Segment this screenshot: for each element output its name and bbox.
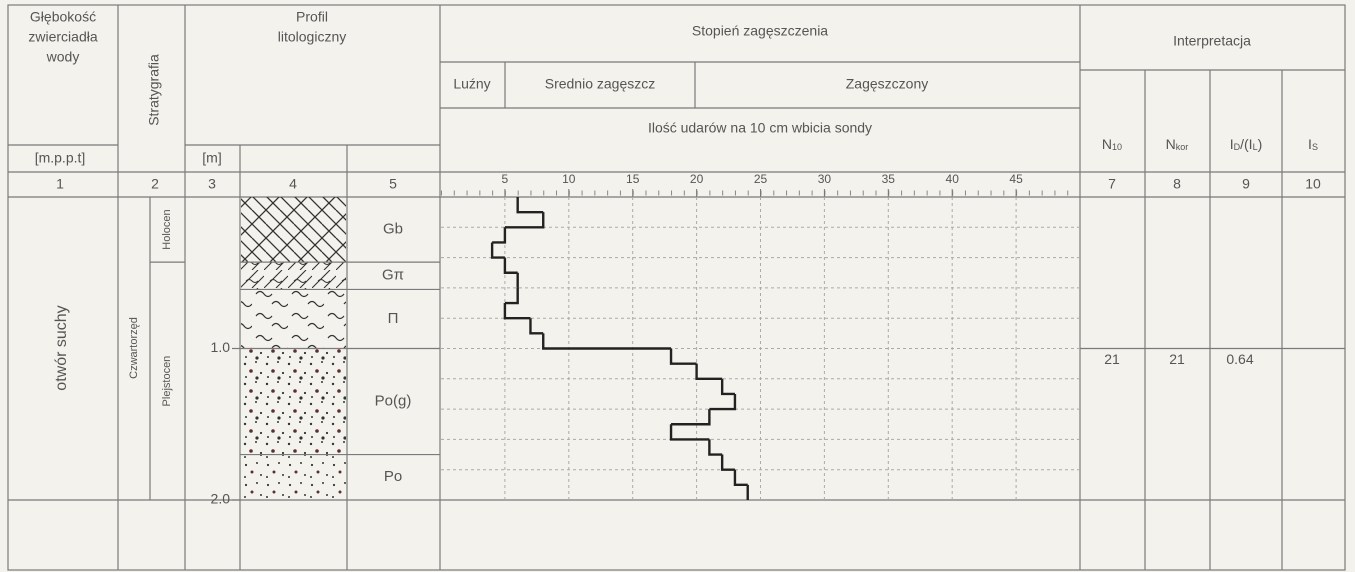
depth-tick-label: 1.0 [211,339,231,355]
unit-label: [m] [202,150,221,166]
subscript: S [1312,142,1318,152]
probe-step [543,333,671,348]
probe-step [671,349,697,364]
column-number: 5 [389,176,397,192]
x-tick-label: 15 [626,172,640,186]
layer-symbol: Po [384,468,402,485]
x-tick-label: 35 [882,172,896,186]
density-class: Luźny [453,76,490,92]
result-value: 0.64 [1226,351,1253,367]
header-text: Profil [296,9,328,25]
axis-label: Ilość udarów na 10 cm wbicia sondy [648,120,872,136]
x-tick-label: 30 [818,172,832,186]
x-tick-label: 10 [562,172,576,186]
probe-step [722,455,735,470]
lithology-layer [241,349,346,455]
header-text: N [1166,136,1176,152]
probe-step [722,379,735,394]
column-number: 7 [1108,176,1116,192]
lithology-layer [241,289,346,348]
x-tick-label: 5 [502,172,509,186]
x-tick-label: 45 [1009,172,1023,186]
column-number: 4 [289,176,297,192]
x-tick-label: 20 [690,172,704,186]
probe-step [505,303,531,318]
x-tick-label: 40 [946,172,960,186]
result-value: 21 [1169,351,1185,367]
depth-tick-label: 2.0 [211,491,231,507]
header-text: Stratygrafia [146,54,162,126]
column-number: 2 [151,176,159,192]
column-number: 3 [208,176,216,192]
probe-step [518,197,544,212]
layer-symbol: Π [388,310,399,327]
subscript: 10 [1112,142,1122,152]
probe-step [492,242,505,257]
probe-log: Głębokość zwierciadła wody [m.p.p.t] 1 S… [0,0,1355,572]
probe-step [671,409,709,424]
probe-step [709,394,735,409]
result-value: 21 [1104,351,1120,367]
column-number: 9 [1242,176,1250,192]
header-text: zwierciadła [28,29,97,45]
column-number: 10 [1305,176,1321,192]
probe-step [530,318,543,333]
header-text: /(I [1240,136,1252,152]
interpretation-header: IS [1308,136,1318,153]
stratigraphy-series: Holocen [161,209,173,249]
stratigraphy-system: Czwartorzęd [128,317,140,379]
density-class: Srednio zagęszcz [545,76,656,92]
probe-step [697,364,723,379]
interpretation-header: Nkor [1166,136,1189,153]
lithology-layer [241,262,346,289]
header-text: Głębokość [30,9,96,25]
x-tick-label: 25 [754,172,768,186]
column-number: 1 [56,176,64,192]
header-text: ) [1258,136,1263,152]
layer-symbol: Po(g) [375,392,412,409]
header-text: Interpretacja [1173,33,1251,49]
subscript: kor [1176,142,1189,152]
probe-step [735,470,748,485]
lithology-layer [241,455,346,500]
header-text: litologiczny [278,29,346,45]
column-number: 8 [1173,176,1181,192]
probe-step [492,227,505,242]
unit-label: [m.p.p.t] [35,150,86,166]
stratigraphy-series: Plejstocen [161,356,173,407]
probe-step [505,258,518,273]
probe-step [505,288,518,303]
layer-symbol: Gb [383,221,403,238]
probe-step [505,212,543,227]
probe-step [671,424,709,439]
header-text: wody [46,49,80,65]
water-level: otwór suchy [53,305,70,390]
header-text: N [1102,136,1112,152]
interpretation-header: N10 [1102,136,1122,153]
interpretation-header: ID/(IL) [1230,136,1263,153]
layer-symbol: Gπ [382,267,404,284]
probe-step [709,439,722,454]
lithology-layer [241,197,346,262]
header-text: Stopień zagęszczenia [692,23,828,39]
density-class: Zagęszczony [846,76,928,92]
